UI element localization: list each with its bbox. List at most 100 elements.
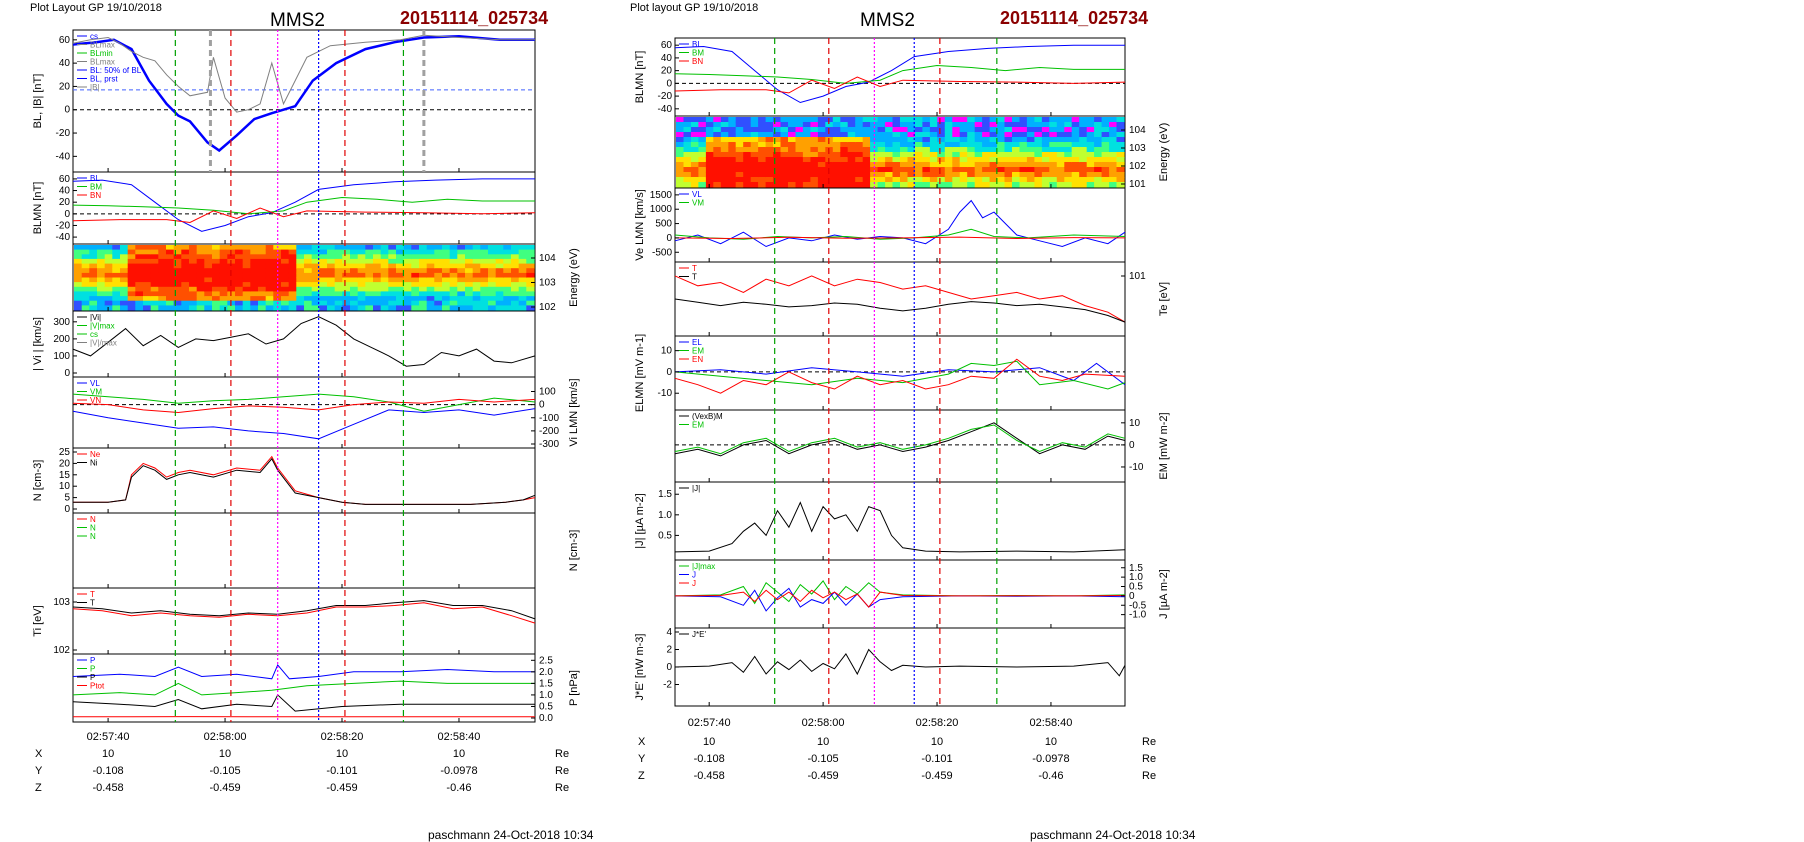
- heatmap-cell: [1042, 122, 1050, 128]
- heatmap-cell: [728, 172, 736, 178]
- heatmap-cell: [411, 296, 419, 301]
- heatmap-cell: [74, 287, 82, 292]
- heatmap-cell: [204, 278, 212, 283]
- heatmap-cell: [419, 278, 427, 283]
- heatmap-cell: [503, 305, 511, 310]
- heatmap-cell: [488, 296, 496, 301]
- legend-label: BN: [692, 57, 703, 66]
- heatmap-cell: [945, 177, 953, 183]
- heatmap-cell: [1087, 117, 1095, 123]
- heatmap-cell: [97, 282, 105, 287]
- heatmap-cell: [250, 273, 258, 278]
- y-tick-label: 10: [59, 481, 71, 492]
- x-tick-label: 02:58:20: [916, 717, 959, 729]
- heatmap-cell: [1012, 157, 1020, 163]
- heatmap-cell: [1012, 177, 1020, 183]
- heatmap-cell: [818, 127, 826, 133]
- heatmap-cell: [143, 301, 151, 306]
- heatmap-cell: [442, 282, 450, 287]
- heatmap-cell: [450, 287, 458, 292]
- y-axis-label: EM [mW m-2]: [1158, 412, 1170, 479]
- heatmap-cell: [1049, 157, 1057, 163]
- heatmap-cell: [1057, 157, 1065, 163]
- heatmap-cell: [350, 254, 358, 259]
- heatmap-cell: [893, 162, 901, 168]
- heatmap-cell: [997, 167, 1005, 173]
- legend-label: N: [90, 532, 96, 541]
- heatmap-cell: [698, 117, 706, 123]
- heatmap-cell: [296, 287, 304, 292]
- heatmap-cell: [105, 245, 113, 250]
- heatmap-cell: [967, 147, 975, 153]
- heatmap-cell: [97, 291, 105, 296]
- heatmap-cell: [427, 264, 435, 269]
- heatmap-cell: [1087, 137, 1095, 143]
- heatmap-cell: [684, 117, 692, 123]
- heatmap-cell: [893, 172, 901, 178]
- heatmap-cell: [296, 264, 304, 269]
- heatmap-cell: [166, 278, 174, 283]
- heatmap-cell: [1064, 137, 1072, 143]
- heatmap-cell: [388, 287, 396, 292]
- heatmap-cell: [796, 142, 804, 148]
- heatmap-cell: [698, 127, 706, 133]
- heatmap-cell: [235, 264, 243, 269]
- series-line: [675, 650, 1125, 676]
- heatmap-cell: [189, 268, 197, 273]
- heatmap-cell: [442, 291, 450, 296]
- heatmap-cell: [736, 117, 744, 123]
- heatmap-cell: [706, 182, 714, 188]
- heatmap-cell: [676, 167, 684, 173]
- heatmap-cell: [480, 259, 488, 264]
- heatmap-cell: [1094, 172, 1102, 178]
- heatmap-cell: [388, 291, 396, 296]
- heatmap-cell: [810, 147, 818, 153]
- heatmap-cell: [181, 254, 189, 259]
- heatmap-cell: [878, 117, 886, 123]
- y-tick-label: 10: [1129, 418, 1141, 429]
- heatmap-cell: [796, 132, 804, 138]
- heatmap-cell: [503, 259, 511, 264]
- heatmap-cell: [1005, 147, 1013, 153]
- heatmap-cell: [526, 250, 534, 255]
- heatmap-cell: [1034, 147, 1042, 153]
- heatmap-cell: [74, 282, 82, 287]
- heatmap-cell: [319, 305, 327, 310]
- heatmap-cell: [751, 122, 759, 128]
- heatmap-cell: [404, 254, 412, 259]
- heatmap-cell: [304, 278, 312, 283]
- panel-frame: [675, 482, 1125, 560]
- heatmap-cell: [885, 162, 893, 168]
- heatmap-cell: [151, 287, 159, 292]
- heatmap-cell: [427, 268, 435, 273]
- heatmap-cell: [1109, 162, 1117, 168]
- heatmap-cell: [381, 287, 389, 292]
- heatmap-cell: [698, 152, 706, 158]
- heatmap-cell: [1034, 142, 1042, 148]
- heatmap-cell: [1087, 172, 1095, 178]
- heatmap-cell: [713, 142, 721, 148]
- heatmap-cell: [848, 177, 856, 183]
- heatmap-cell: [350, 278, 358, 283]
- heatmap-cell: [997, 182, 1005, 188]
- heatmap-cell: [143, 254, 151, 259]
- heatmap-cell: [1094, 162, 1102, 168]
- heatmap-cell: [319, 250, 327, 255]
- heatmap-cell: [1027, 122, 1035, 128]
- heatmap-cell: [342, 287, 350, 292]
- heatmap-cell: [519, 305, 527, 310]
- heatmap-cell: [930, 162, 938, 168]
- heatmap-cell: [1072, 122, 1080, 128]
- heatmap-cell: [296, 259, 304, 264]
- y-tick-label: 1000: [650, 204, 673, 215]
- heatmap-cell: [74, 245, 82, 250]
- heatmap-cell: [840, 182, 848, 188]
- heatmap-cell: [457, 254, 465, 259]
- series-line: [73, 681, 535, 695]
- heatmap-cell: [358, 259, 366, 264]
- heatmap-cell: [766, 167, 774, 173]
- heatmap-cell: [833, 182, 841, 188]
- heatmap-cell: [503, 278, 511, 283]
- heatmap-cell: [319, 278, 327, 283]
